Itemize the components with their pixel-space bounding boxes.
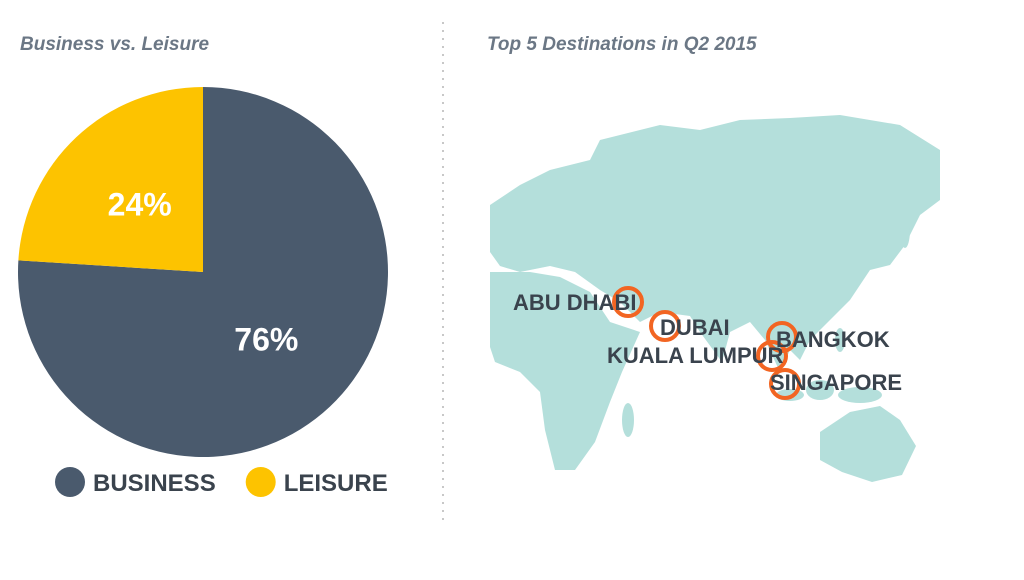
legend-label: BUSINESS: [93, 470, 216, 497]
destination-label: ABU DHABI: [513, 290, 636, 315]
world-map: [490, 115, 940, 482]
pie-slice: [18, 87, 204, 272]
destination-marker: [766, 321, 798, 353]
destination-marker: [756, 340, 788, 372]
slice-label: 24%: [108, 187, 172, 223]
destination-marker: [769, 368, 801, 400]
map-title: Top 5 Destinations in Q2 2015: [487, 34, 757, 55]
destination-marker: [612, 286, 644, 318]
pie-title: Business vs. Leisure: [20, 34, 209, 55]
destination-label: DUBAI: [660, 315, 730, 340]
destination-label: SINGAPORE: [770, 370, 902, 395]
legend-label: LEISURE: [284, 470, 388, 497]
destination-label: KUALA LUMPUR: [607, 343, 783, 368]
legend-swatch: [245, 467, 276, 497]
legend-swatch: [55, 467, 85, 497]
slice-label: 76%: [234, 321, 298, 357]
destination-marker: [649, 310, 681, 342]
destination-label: BANGKOK: [776, 327, 890, 352]
